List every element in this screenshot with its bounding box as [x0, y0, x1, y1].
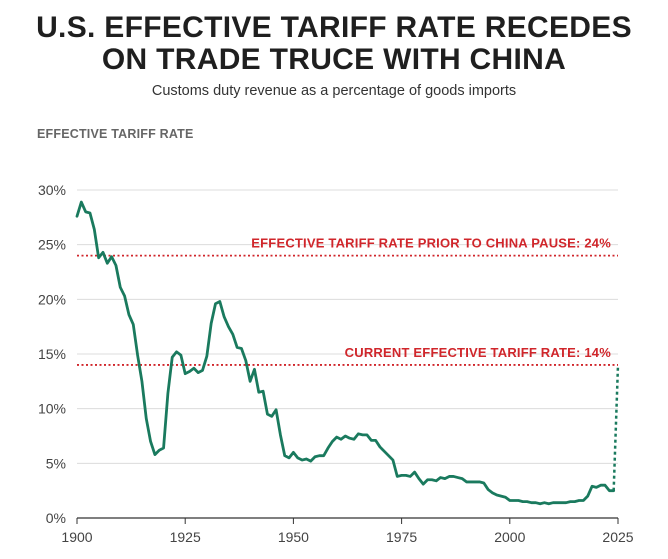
title-line-1: U.S. EFFECTIVE TARIFF RATE RECEDES	[36, 11, 632, 44]
y-tick-label: 10%	[38, 401, 66, 417]
y-tick-label: 5%	[46, 455, 66, 471]
x-tick-label: 1900	[61, 529, 92, 545]
x-tick-label: 1950	[278, 529, 309, 545]
series-line	[75, 200, 616, 506]
y-tick-label: 20%	[38, 291, 66, 307]
chart-subtitle: Customs duty revenue as a percentage of …	[151, 83, 517, 99]
projection-line	[612, 364, 620, 491]
y-tick-label: 30%	[38, 182, 66, 198]
x-tick-label: 1975	[386, 529, 417, 545]
x-tick-label: 2000	[494, 529, 525, 545]
reference-line-label: CURRENT EFFECTIVE TARIFF RATE: 14%	[345, 345, 612, 360]
y-tick-label: 15%	[38, 346, 66, 362]
reference-line-label: EFFECTIVE TARIFF RATE PRIOR TO CHINA PAU…	[251, 236, 611, 251]
y-axis-label: EFFECTIVE TARIFF RATE	[37, 127, 194, 141]
y-tick-label: 25%	[38, 237, 66, 253]
chart-title: U.S. EFFECTIVE TARIFF RATE RECEDES ON TR…	[0, 12, 668, 76]
x-tick-label: 1925	[170, 529, 201, 545]
x-tick-label: 2025	[602, 529, 633, 545]
y-tick-label: 0%	[46, 510, 66, 526]
title-line-2: ON TRADE TRUCE WITH CHINA	[101, 43, 567, 76]
